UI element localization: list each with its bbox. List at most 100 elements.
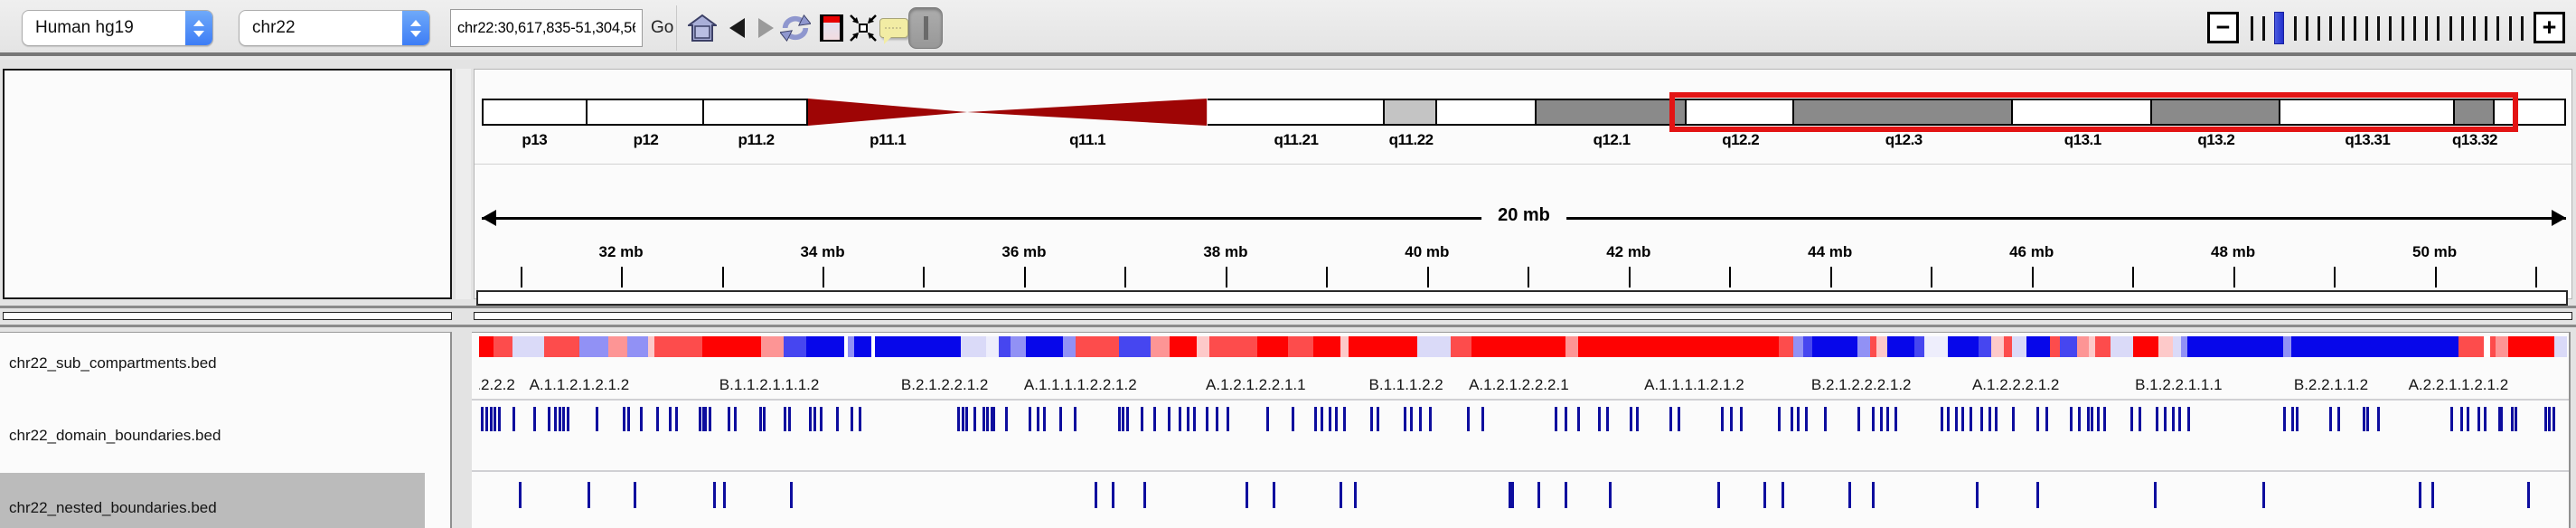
subcompartment-segment[interactable] [843, 336, 849, 357]
boundary-feature[interactable] [588, 482, 591, 508]
ruler-ticks[interactable] [482, 267, 2566, 288]
subcompartment-segment[interactable] [1063, 336, 1076, 357]
fit-to-window-button[interactable] [848, 13, 879, 43]
boundary-feature[interactable] [2103, 407, 2107, 431]
boundary-feature[interactable] [627, 407, 630, 431]
panel-splitter[interactable] [0, 306, 2576, 327]
locus-input[interactable] [450, 9, 643, 47]
boundary-feature[interactable] [1763, 482, 1766, 508]
subcompartment-segment[interactable] [512, 336, 544, 357]
zoom-slider-tick[interactable] [2293, 15, 2297, 41]
subcompartment-segment[interactable] [1471, 336, 1566, 357]
boundary-feature[interactable] [1339, 482, 1342, 508]
boundary-feature[interactable] [2178, 407, 2182, 431]
boundary-feature[interactable] [992, 407, 996, 431]
boundary-feature[interactable] [2552, 407, 2555, 431]
boundary-feature[interactable] [1721, 407, 1725, 431]
boundary-feature[interactable] [808, 407, 812, 431]
boundary-feature[interactable] [1036, 407, 1039, 431]
boundary-feature[interactable] [2153, 482, 2157, 508]
subcompartment-segment[interactable] [1913, 336, 1925, 357]
boundary-feature[interactable] [1404, 407, 1407, 431]
subcompartment-segment[interactable] [543, 336, 579, 357]
boundary-feature[interactable] [2282, 407, 2286, 431]
track-name-domain-boundaries[interactable]: chr22_domain_boundaries.bed [9, 427, 221, 444]
selected-track-row[interactable] [0, 473, 425, 528]
boundary-feature[interactable] [633, 482, 636, 508]
zoom-slider-tick[interactable] [2364, 15, 2368, 41]
cytoband-q12.1[interactable] [1536, 99, 1688, 126]
boundary-feature[interactable] [727, 407, 730, 431]
boundary-feature[interactable] [2078, 407, 2082, 431]
boundary-feature[interactable] [567, 407, 570, 431]
zoom-slider-tick[interactable] [2341, 15, 2345, 41]
subcompartment-segment[interactable] [875, 336, 962, 357]
refresh-button[interactable] [780, 13, 811, 43]
subcompartment-segment[interactable] [1417, 336, 1452, 357]
boundary-feature[interactable] [2497, 407, 2501, 431]
boundary-feature[interactable] [1353, 482, 1357, 508]
boundary-feature[interactable] [1823, 407, 1827, 431]
boundary-feature[interactable] [639, 407, 643, 431]
boundary-feature[interactable] [733, 407, 737, 431]
boundary-feature[interactable] [1320, 407, 1323, 431]
boundary-feature[interactable] [2036, 407, 2040, 431]
cytoband-q13.2[interactable] [2151, 99, 2280, 126]
boundary-feature[interactable] [548, 407, 551, 431]
boundary-feature[interactable] [1988, 407, 1992, 431]
cytoband-q11.1[interactable] [967, 99, 1208, 126]
boundary-feature[interactable] [956, 407, 960, 431]
subcompartment-segment[interactable] [985, 336, 999, 357]
subcompartment-segment[interactable] [1011, 336, 1026, 357]
boundary-feature[interactable] [1028, 407, 1031, 431]
boundary-feature[interactable] [1629, 407, 1632, 431]
boundary-feature[interactable] [512, 407, 515, 431]
subcompartment-segment[interactable] [1857, 336, 1871, 357]
boundary-feature[interactable] [1343, 407, 1347, 431]
boundary-feature[interactable] [1669, 407, 1672, 431]
zoom-out-button[interactable]: − [2207, 12, 2239, 43]
boundary-feature[interactable] [484, 407, 488, 431]
subcompartment-segment[interactable] [1979, 336, 1991, 357]
subcompartment-segment[interactable] [608, 336, 627, 357]
cytoband-q11.21[interactable] [1207, 99, 1386, 126]
cytoband-p11.1[interactable] [807, 99, 968, 126]
boundary-feature[interactable] [1635, 407, 1639, 431]
boundary-feature[interactable] [702, 407, 706, 431]
boundary-feature[interactable] [1677, 407, 1680, 431]
subcompartment-segment[interactable] [2489, 336, 2496, 357]
forward-button[interactable] [750, 13, 781, 43]
zoom-slider-tick[interactable] [2508, 15, 2512, 41]
subcompartment-segment[interactable] [626, 336, 648, 357]
boundary-feature[interactable] [1871, 407, 1875, 431]
boundary-feature[interactable] [1606, 407, 1610, 431]
boundary-feature[interactable] [562, 407, 566, 431]
boundary-feature[interactable] [1245, 482, 1248, 508]
subcompartment-segment[interactable] [854, 336, 871, 357]
home-button[interactable] [687, 13, 718, 43]
sub-compartments-track[interactable] [479, 336, 2567, 357]
zoom-slider-tick[interactable] [2437, 15, 2440, 41]
splitter-handle-left[interactable] [3, 312, 452, 320]
zoom-slider-tick[interactable] [2485, 15, 2488, 41]
subcompartment-segment[interactable] [2291, 336, 2458, 357]
boundary-feature[interactable] [2483, 407, 2487, 431]
subcompartment-segment[interactable] [479, 336, 494, 357]
boundary-feature[interactable] [1466, 407, 1470, 431]
zoom-slider-tick[interactable] [2389, 15, 2393, 41]
subcompartment-segment[interactable] [578, 336, 609, 357]
cytoband-unlabeled[interactable] [2494, 99, 2566, 126]
subcompartment-segment[interactable] [1256, 336, 1289, 357]
subcompartment-segment[interactable] [1340, 336, 1349, 357]
boundary-feature[interactable] [558, 407, 561, 431]
boundary-feature[interactable] [1042, 407, 1046, 431]
boundary-feature[interactable] [1995, 407, 1998, 431]
subcompartment-segment[interactable] [701, 336, 761, 357]
boundary-feature[interactable] [1377, 407, 1380, 431]
zoom-slider-tick[interactable] [2251, 15, 2253, 41]
boundary-feature[interactable] [1976, 482, 1979, 508]
boundary-feature[interactable] [1554, 407, 1557, 431]
zoom-slider-tick[interactable] [2449, 15, 2452, 41]
boundary-feature[interactable] [1122, 407, 1125, 431]
zoom-in-button[interactable]: + [2534, 12, 2565, 43]
